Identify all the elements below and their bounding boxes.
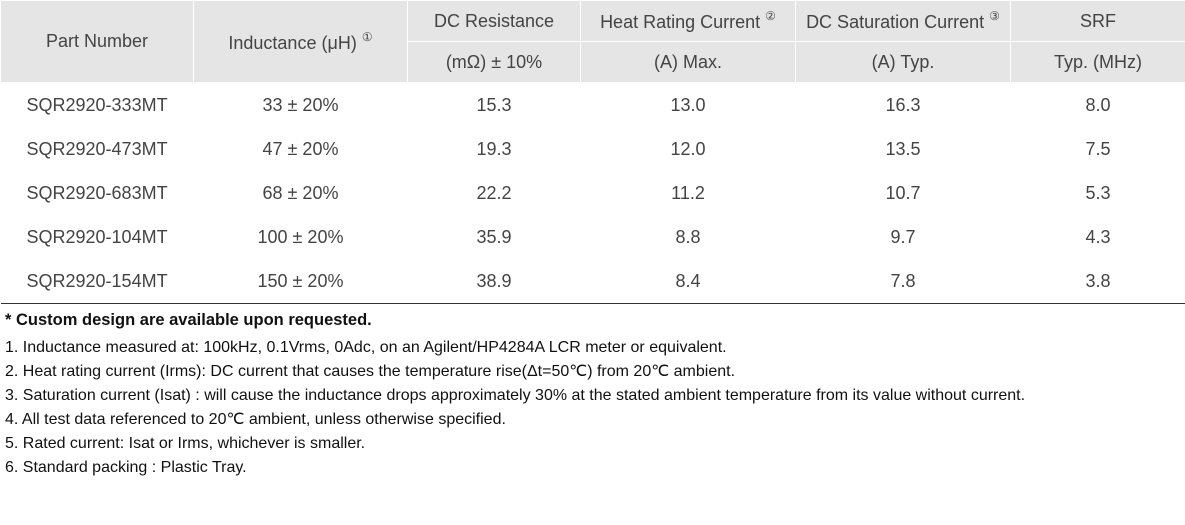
footnote-marker: ② (765, 9, 776, 23)
table-cell: 9.7 (890, 226, 916, 247)
table-cell: 3.8 (1010, 259, 1185, 304)
table-cell: 8.0 (1085, 94, 1111, 115)
table-cell: 4.3 (1085, 226, 1111, 247)
table-cell: 19.3 (476, 138, 512, 159)
table-cell: 68 ± 20% (262, 182, 339, 203)
table-cell: 8.8 (675, 226, 701, 247)
header-title: DC Saturation Current (806, 12, 985, 32)
table-cell: 7.5 (1085, 138, 1111, 159)
table-cell: 13.5 (885, 138, 921, 159)
spec-table: Part Number Inductance (μH) ① DC Resistanc… (0, 0, 1185, 304)
table-row: SQR2920-473MT 47 ± 20% 19.3 12.0 13.5 7.5 (1, 127, 1185, 171)
table-cell: 10.7 (885, 182, 921, 203)
table-cell: 7.8 (795, 259, 1011, 304)
header-title: Heat Rating Current (600, 12, 761, 32)
header-subtitle: Typ. (MHz) (1010, 41, 1185, 83)
table-cell: 150 ± 20% (193, 259, 408, 304)
footnote-marker: ① (361, 29, 373, 44)
header-title: SRF (1080, 10, 1116, 31)
part-number: SQR2920-683MT (26, 182, 168, 203)
header-cell: Part Number (0, 0, 194, 83)
header-cell: Inductance (μH) ① (193, 0, 408, 83)
header-cell: SRF (1010, 0, 1185, 42)
header-title: Inductance (μH) (228, 32, 357, 53)
table-cell: 5.3 (1085, 182, 1111, 203)
table-cell: 8.4 (580, 259, 796, 304)
note-item: 3. Saturation current (Isat) : will caus… (5, 387, 1026, 404)
table-row: SQR2920-683MT 68 ± 20% 22.2 11.2 10.7 5.3 (1, 171, 1185, 215)
header-cell: DC Saturation Current ③ (795, 0, 1011, 42)
table-cell: 15.3 (476, 94, 512, 115)
table-cell: 35.9 (476, 226, 512, 247)
table-body: SQR2920-333MT 33 ± 20% 15.3 13.0 16.3 8.0 SQR2… (0, 83, 1185, 304)
header-cell: DC Resistance (407, 0, 581, 42)
part-number: SQR2920-104MT (26, 226, 168, 247)
highlight-note: * Custom design are available upon reque… (5, 311, 372, 329)
table-cell: 12.0 (670, 138, 706, 159)
header-subtitle: (A) Typ. (795, 41, 1011, 83)
part-number: SQR2920-473MT (26, 138, 168, 159)
table-cell: 47 ± 20% (262, 138, 339, 159)
table-cell: 13.0 (670, 94, 706, 115)
table-cell: 100 ± 20% (257, 226, 344, 247)
header-subtitle: (A) Max. (580, 41, 796, 83)
table-cell: 38.9 (407, 259, 581, 304)
note-item: 1. Inductance measured at: 100kHz, 0.1Vr… (5, 339, 727, 356)
note-item: 5. Rated current: Isat or Irms, whicheve… (5, 435, 366, 452)
header-title: Part Number (45, 31, 149, 51)
table-cell: 33 ± 20% (262, 94, 339, 115)
header-cell: Heat Rating Current ② (580, 0, 796, 42)
table-cell: 11.2 (671, 182, 705, 203)
note-item: 6. Standard packing : Plastic Tray. (5, 459, 247, 476)
header-subtitle: (mΩ) ± 10% (407, 41, 581, 83)
footnote-marker: ③ (989, 9, 1000, 23)
table-row: SQR2920-104MT 100 ± 20% 35.9 8.8 9.7 4.3 (1, 215, 1185, 259)
note-item: 4. All test data referenced to 20℃ ambie… (5, 411, 506, 428)
table-cell: 16.3 (885, 94, 921, 115)
table-row: SQR2920-154MT 150 ± 20% 38.9 8.4 7.8 3.8 (0, 259, 1185, 304)
notes: * Custom design are available upon reque… (5, 308, 1025, 480)
part-number: SQR2920-333MT (26, 94, 168, 115)
table-cell: 22.2 (476, 182, 512, 203)
note-item: 2. Heat rating current (Irms): DC curren… (5, 363, 736, 380)
part-number: SQR2920-154MT (0, 259, 194, 304)
table-row: SQR2920-333MT 33 ± 20% 15.3 13.0 16.3 8.0 (1, 83, 1185, 128)
table-header: Part Number Inductance (μH) ① DC Resistanc… (0, 0, 1185, 83)
header-title: DC Resistance (433, 10, 555, 31)
